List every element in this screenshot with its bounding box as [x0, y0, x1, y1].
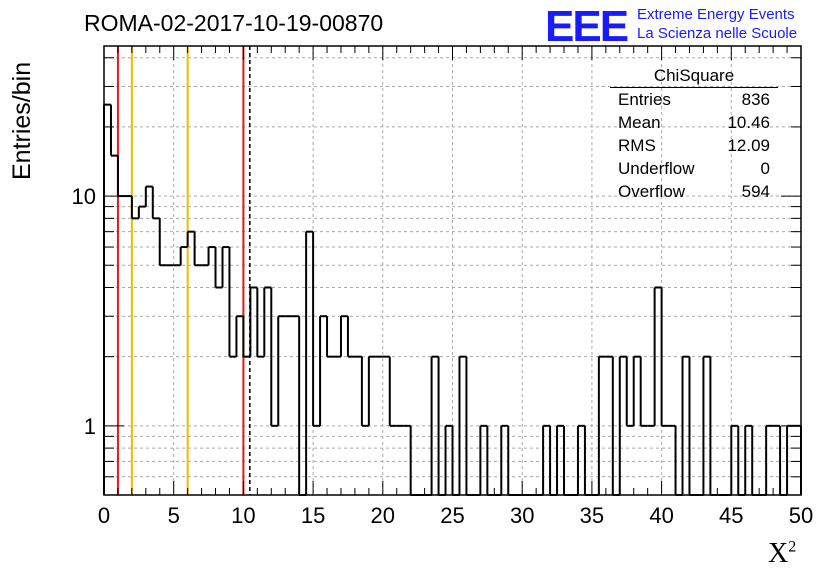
- stats-title: ChiSquare: [610, 66, 778, 88]
- stats-row-mean: Mean 10.46: [618, 113, 770, 132]
- x-tick-label: 20: [371, 503, 395, 528]
- stats-row-rms: RMS 12.09: [618, 136, 770, 155]
- y-axis-label: Entries/bin: [8, 61, 36, 180]
- chart-title: ROMA-02-2017-10-19-00870: [84, 10, 384, 36]
- eee-logo: EEE: [545, 2, 629, 51]
- x-tick-label: 50: [789, 503, 813, 528]
- stats-row-overflow: Overflow 594: [618, 182, 770, 201]
- x-tick-label: 15: [301, 503, 325, 528]
- logo-line-1: Extreme Energy Events: [637, 6, 795, 23]
- x-tick-label: 10: [231, 503, 255, 528]
- logo-line-2: La Scienza nelle Scuole: [637, 25, 798, 42]
- y-tick-label: 1: [84, 414, 96, 439]
- stats-row-underflow: Underflow 0: [618, 159, 770, 178]
- x-tick-label: 0: [98, 503, 110, 528]
- y-tick-label: 10: [72, 184, 96, 209]
- x-tick-label: 45: [719, 503, 743, 528]
- stats-row-entries: Entries 836: [618, 90, 770, 109]
- x-tick-label: 35: [580, 503, 604, 528]
- x-tick-label: 5: [168, 503, 180, 528]
- x-tick-label: 40: [649, 503, 673, 528]
- x-tick-label: 30: [510, 503, 534, 528]
- x-axis-label: X2: [768, 538, 797, 569]
- stats-box: ChiSquare Entries 836 Mean 10.46 RMS 12.09 …: [610, 66, 778, 203]
- x-tick-label: 25: [440, 503, 464, 528]
